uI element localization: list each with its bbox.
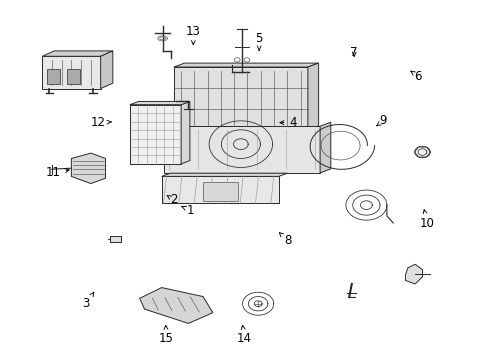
- Bar: [66, 69, 80, 84]
- Polygon shape: [320, 122, 330, 173]
- Bar: [163, 126, 320, 173]
- Text: 5: 5: [255, 32, 262, 50]
- Polygon shape: [101, 51, 113, 89]
- Bar: [161, 176, 278, 203]
- Polygon shape: [181, 102, 189, 164]
- Text: 14: 14: [237, 325, 251, 345]
- Text: 13: 13: [185, 25, 201, 45]
- Text: 8: 8: [279, 233, 291, 247]
- Polygon shape: [307, 63, 318, 130]
- Polygon shape: [140, 288, 212, 323]
- Text: 3: 3: [82, 292, 94, 310]
- Bar: [173, 67, 307, 130]
- Text: 12: 12: [91, 116, 111, 129]
- Text: 10: 10: [419, 210, 434, 230]
- Text: 4: 4: [280, 116, 296, 129]
- Polygon shape: [405, 264, 422, 284]
- Polygon shape: [42, 51, 113, 56]
- Polygon shape: [42, 56, 101, 89]
- Polygon shape: [71, 153, 105, 184]
- Text: 2: 2: [167, 193, 177, 206]
- Bar: [130, 105, 181, 164]
- Text: 7: 7: [350, 46, 357, 59]
- Text: 11: 11: [46, 166, 69, 179]
- Bar: [110, 236, 121, 242]
- Text: 15: 15: [159, 325, 174, 345]
- Text: 9: 9: [376, 114, 386, 127]
- Text: 6: 6: [410, 69, 421, 82]
- Polygon shape: [130, 102, 189, 105]
- Polygon shape: [173, 63, 318, 67]
- Bar: [47, 69, 60, 84]
- Polygon shape: [161, 173, 287, 176]
- Bar: [202, 182, 237, 201]
- Text: 1: 1: [182, 204, 194, 217]
